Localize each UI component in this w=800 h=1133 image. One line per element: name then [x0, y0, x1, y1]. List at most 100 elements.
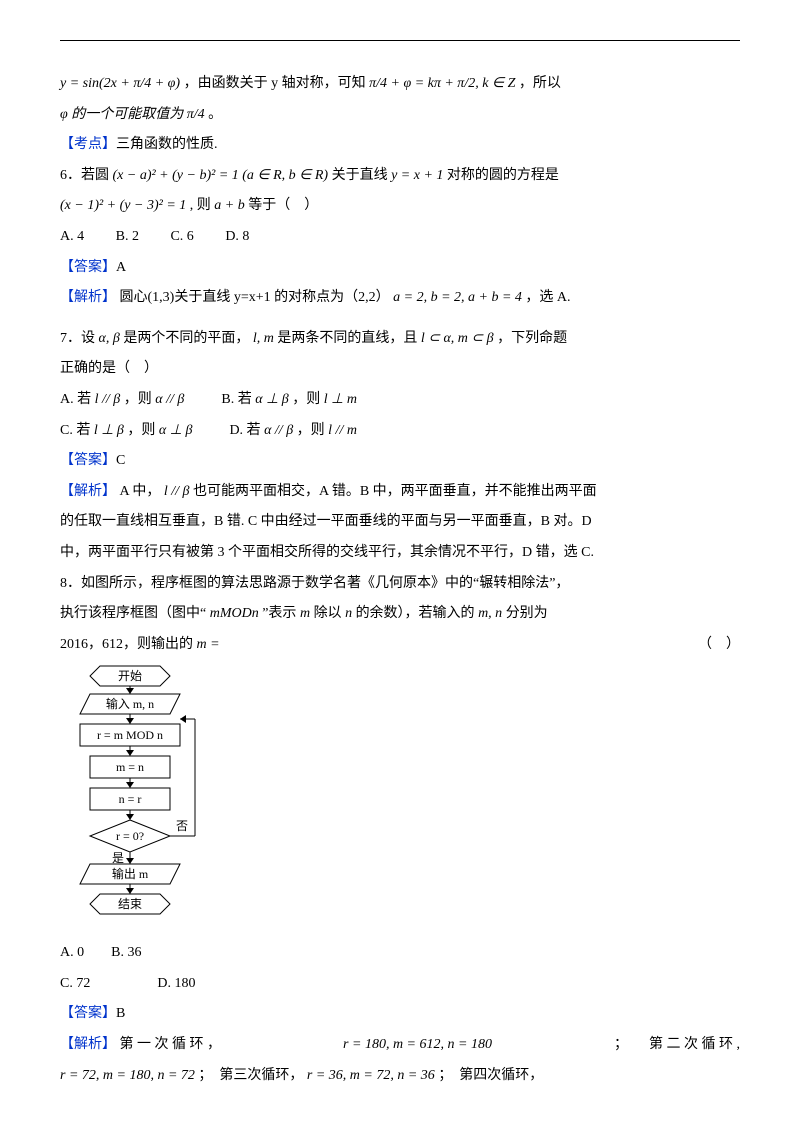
- text: ”表示: [262, 606, 296, 621]
- flowchart: 开始 输入 m, n r = m MOD n m = n: [60, 664, 740, 934]
- kaodian: 【考点】三角函数的性质.: [60, 132, 740, 159]
- formula: n: [345, 606, 352, 621]
- paragraph-2: φ 的一个可能取值为 π/4 。: [60, 102, 740, 129]
- question-7-answer: 【答案】C: [60, 448, 740, 475]
- formula: l, m: [253, 331, 274, 346]
- question-7-jiexi: 【解析】 A 中， l // β 也可能两平面相交，A 错。B 中，两平面垂直，…: [60, 479, 740, 506]
- formula-phi: π/4 + φ = kπ + π/2, k ∈ Z: [369, 76, 515, 91]
- text: 6．若圆: [60, 168, 109, 183]
- option-b: B. 2: [116, 229, 139, 244]
- formula: α ⊥ β: [255, 392, 289, 407]
- question-7-line2: 正确的是（ ）: [60, 356, 740, 383]
- option-a: A. 0: [60, 945, 84, 960]
- fc-step1: r = m MOD n: [97, 728, 163, 742]
- option-a: A. 4: [60, 229, 84, 244]
- formula: α // β: [155, 392, 184, 407]
- text: B. 若: [221, 392, 251, 407]
- text: 。: [208, 107, 222, 122]
- question-7-jiexi-line3: 中，两平面平行只有被第 3 个平面相交所得的交线平行，其余情况不平行，D 错，选…: [60, 540, 740, 567]
- jiexi-label: 【解析】: [60, 484, 116, 499]
- text: 也可能两平面相交，A 错。B 中，两平面垂直，并不能推出两平面: [193, 484, 597, 499]
- question-8-options-row1: A. 0 B. 36: [60, 940, 740, 967]
- fc-no: 否: [176, 819, 188, 833]
- text: ； 第三次循环，: [198, 1068, 303, 1083]
- text: ，则: [127, 423, 155, 438]
- fc-yes: 是: [112, 851, 124, 865]
- answer-value: C: [116, 453, 125, 468]
- formula: mMODn: [210, 606, 259, 621]
- text: 的余数），若输入的: [356, 606, 475, 621]
- question-6-answer: 【答案】A: [60, 255, 740, 282]
- question-8-jiexi-line1: 【解析】 第 一 次 循 环 ， r = 180, m = 612, n = 1…: [60, 1032, 740, 1059]
- formula: a + b: [214, 198, 244, 213]
- question-6: 6．若圆 (x − a)² + (y − b)² = 1 (a ∈ R, b ∈…: [60, 163, 740, 190]
- text: ，由函数关于 y 轴对称，可知: [184, 76, 366, 91]
- question-8-answer: 【答案】B: [60, 1001, 740, 1028]
- text: 中，两平面平行只有被第 3 个平面相交所得的交线平行，其余情况不平行，D 错，选…: [60, 545, 594, 560]
- text: , 则: [190, 198, 211, 213]
- text: D. 若: [229, 423, 260, 438]
- formula: α ⊥ β: [159, 423, 193, 438]
- question-7-row2: C. 若 l ⊥ β ，则 α ⊥ β D. 若 α // β ，则 l // …: [60, 418, 740, 445]
- question-6-jiexi: 【解析】 圆心(1,3)关于直线 y=x+1 的对称点为（2,2） a = 2,…: [60, 285, 740, 312]
- formula: l // m: [328, 423, 357, 438]
- formula-pi4: π/4: [187, 107, 205, 122]
- jiexi-label: 【解析】: [60, 290, 116, 305]
- answer-label: 【答案】: [60, 453, 116, 468]
- text: ，则: [292, 392, 320, 407]
- formula: l ⊥ β: [94, 423, 124, 438]
- text: ，则: [124, 392, 152, 407]
- text: C. 若: [60, 423, 90, 438]
- question-7: 7．设 α, β 是两个不同的平面， l, m 是两条不同的直线，且 l ⊂ α…: [60, 326, 740, 353]
- formula: r = 180, m = 612, n = 180: [343, 1032, 492, 1059]
- formula: m: [300, 606, 310, 621]
- question-8-options-row2: C. 72 D. 180: [60, 971, 740, 998]
- formula: l ⊂ α, m ⊂ β: [421, 331, 494, 346]
- text: 8．如图所示，程序框图的算法思路源于数学名著《几何原本》中的“辗转相除法”，: [60, 576, 569, 591]
- formula: m, n: [478, 606, 502, 621]
- answer-value: A: [116, 260, 126, 275]
- text: 分别为: [506, 606, 548, 621]
- option-d: D. 8: [225, 229, 249, 244]
- text: A 中，: [120, 484, 161, 499]
- text: A. 若: [60, 392, 91, 407]
- text: ，下列命题: [497, 331, 567, 346]
- text: ，所以: [519, 76, 561, 91]
- formula: (x − 1)² + (y − 3)² = 1: [60, 198, 186, 213]
- fc-input: 输入 m, n: [106, 696, 154, 711]
- formula: y = x + 1: [391, 168, 443, 183]
- formula: l // β: [95, 392, 121, 407]
- formula: α, β: [99, 331, 120, 346]
- text: （ ）: [698, 632, 740, 659]
- text: ，选 A.: [525, 290, 570, 305]
- text: 正确的是（ ）: [60, 361, 158, 376]
- spacer: [60, 316, 740, 326]
- text: 是两个不同的平面，: [123, 331, 249, 346]
- question-6-options: A. 4 B. 2 C. 6 D. 8: [60, 224, 740, 251]
- question-7-row1: A. 若 l // β ，则 α // β B. 若 α ⊥ β ，则 l ⊥ …: [60, 387, 740, 414]
- question-6-line2: (x − 1)² + (y − 3)² = 1 , 则 a + b 等于（ ）: [60, 193, 740, 220]
- fc-end: 结束: [118, 897, 142, 911]
- text: 除以: [314, 606, 342, 621]
- question-8-line2: 执行该程序框图（图中“ mMODn ”表示 m 除以 n 的余数），若输入的 m…: [60, 601, 740, 628]
- formula: α // β: [264, 423, 293, 438]
- flowchart-svg: 开始 输入 m, n r = m MOD n m = n: [60, 664, 210, 934]
- question-8-line3: 2016，612，则输出的 m = （ ）: [60, 632, 740, 659]
- formula: r = 36, m = 72, n = 36: [307, 1068, 435, 1083]
- text: φ 的一个可能取值为: [60, 107, 183, 122]
- text: 对称的圆的方程是: [447, 168, 559, 183]
- top-rule: [60, 40, 740, 41]
- text: 圆心(1,3)关于直线 y=x+1 的对称点为（2,2）: [120, 290, 390, 305]
- text: ； 第四次循环，: [438, 1068, 543, 1083]
- question-8-jiexi-line2: r = 72, m = 180, n = 72 ； 第三次循环， r = 36,…: [60, 1063, 740, 1090]
- kaodian-label: 【考点】: [60, 137, 116, 152]
- text: 关于直线: [332, 168, 388, 183]
- text: 2016，612，则输出的: [60, 637, 193, 652]
- text: ； 第 二 次 循 环 ,: [614, 1032, 740, 1059]
- fc-cond: r = 0?: [116, 829, 144, 843]
- text: ，则: [297, 423, 325, 438]
- formula: a = 2, b = 2, a + b = 4: [393, 290, 522, 305]
- answer-value: B: [116, 1006, 125, 1021]
- formula-y-sin: y = sin(2x + π/4 + φ): [60, 76, 180, 91]
- question-8-line1: 8．如图所示，程序框图的算法思路源于数学名著《几何原本》中的“辗转相除法”，: [60, 571, 740, 598]
